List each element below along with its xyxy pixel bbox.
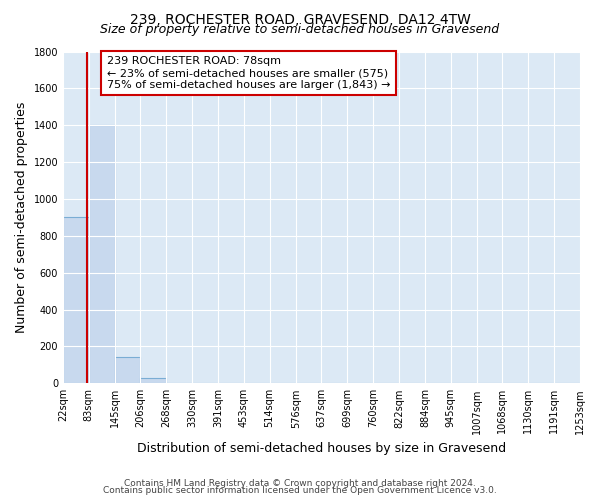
Text: 239 ROCHESTER ROAD: 78sqm
← 23% of semi-detached houses are smaller (575)
75% of: 239 ROCHESTER ROAD: 78sqm ← 23% of semi-…: [107, 56, 391, 90]
Text: Size of property relative to semi-detached houses in Gravesend: Size of property relative to semi-detach…: [100, 22, 500, 36]
Y-axis label: Number of semi-detached properties: Number of semi-detached properties: [15, 102, 28, 333]
X-axis label: Distribution of semi-detached houses by size in Gravesend: Distribution of semi-detached houses by …: [137, 442, 506, 455]
Bar: [63, 218, 89, 384]
Bar: [140, 378, 166, 384]
Text: 239, ROCHESTER ROAD, GRAVESEND, DA12 4TW: 239, ROCHESTER ROAD, GRAVESEND, DA12 4TW: [130, 12, 470, 26]
Bar: [89, 125, 115, 384]
Text: Contains HM Land Registry data © Crown copyright and database right 2024.: Contains HM Land Registry data © Crown c…: [124, 478, 476, 488]
Bar: [115, 356, 140, 384]
Text: Contains public sector information licensed under the Open Government Licence v3: Contains public sector information licen…: [103, 486, 497, 495]
